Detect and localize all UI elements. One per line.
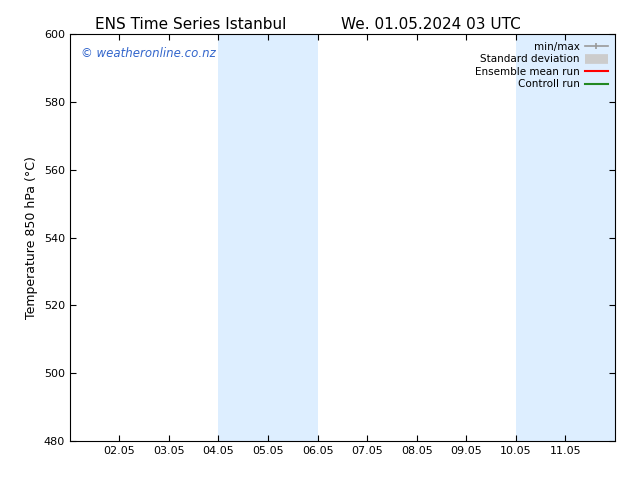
Bar (516, 34, 615, 441)
Text: ENS Time Series Istanbul: ENS Time Series Istanbul (94, 17, 286, 32)
Text: We. 01.05.2024 03 UTC: We. 01.05.2024 03 UTC (341, 17, 521, 32)
Y-axis label: Temperature 850 hPa (°C): Temperature 850 hPa (°C) (25, 156, 38, 319)
Bar (219, 34, 318, 441)
Text: © weatheronline.co.nz: © weatheronline.co.nz (81, 47, 216, 59)
Legend: min/max, Standard deviation, Ensemble mean run, Controll run: min/max, Standard deviation, Ensemble me… (473, 40, 610, 92)
